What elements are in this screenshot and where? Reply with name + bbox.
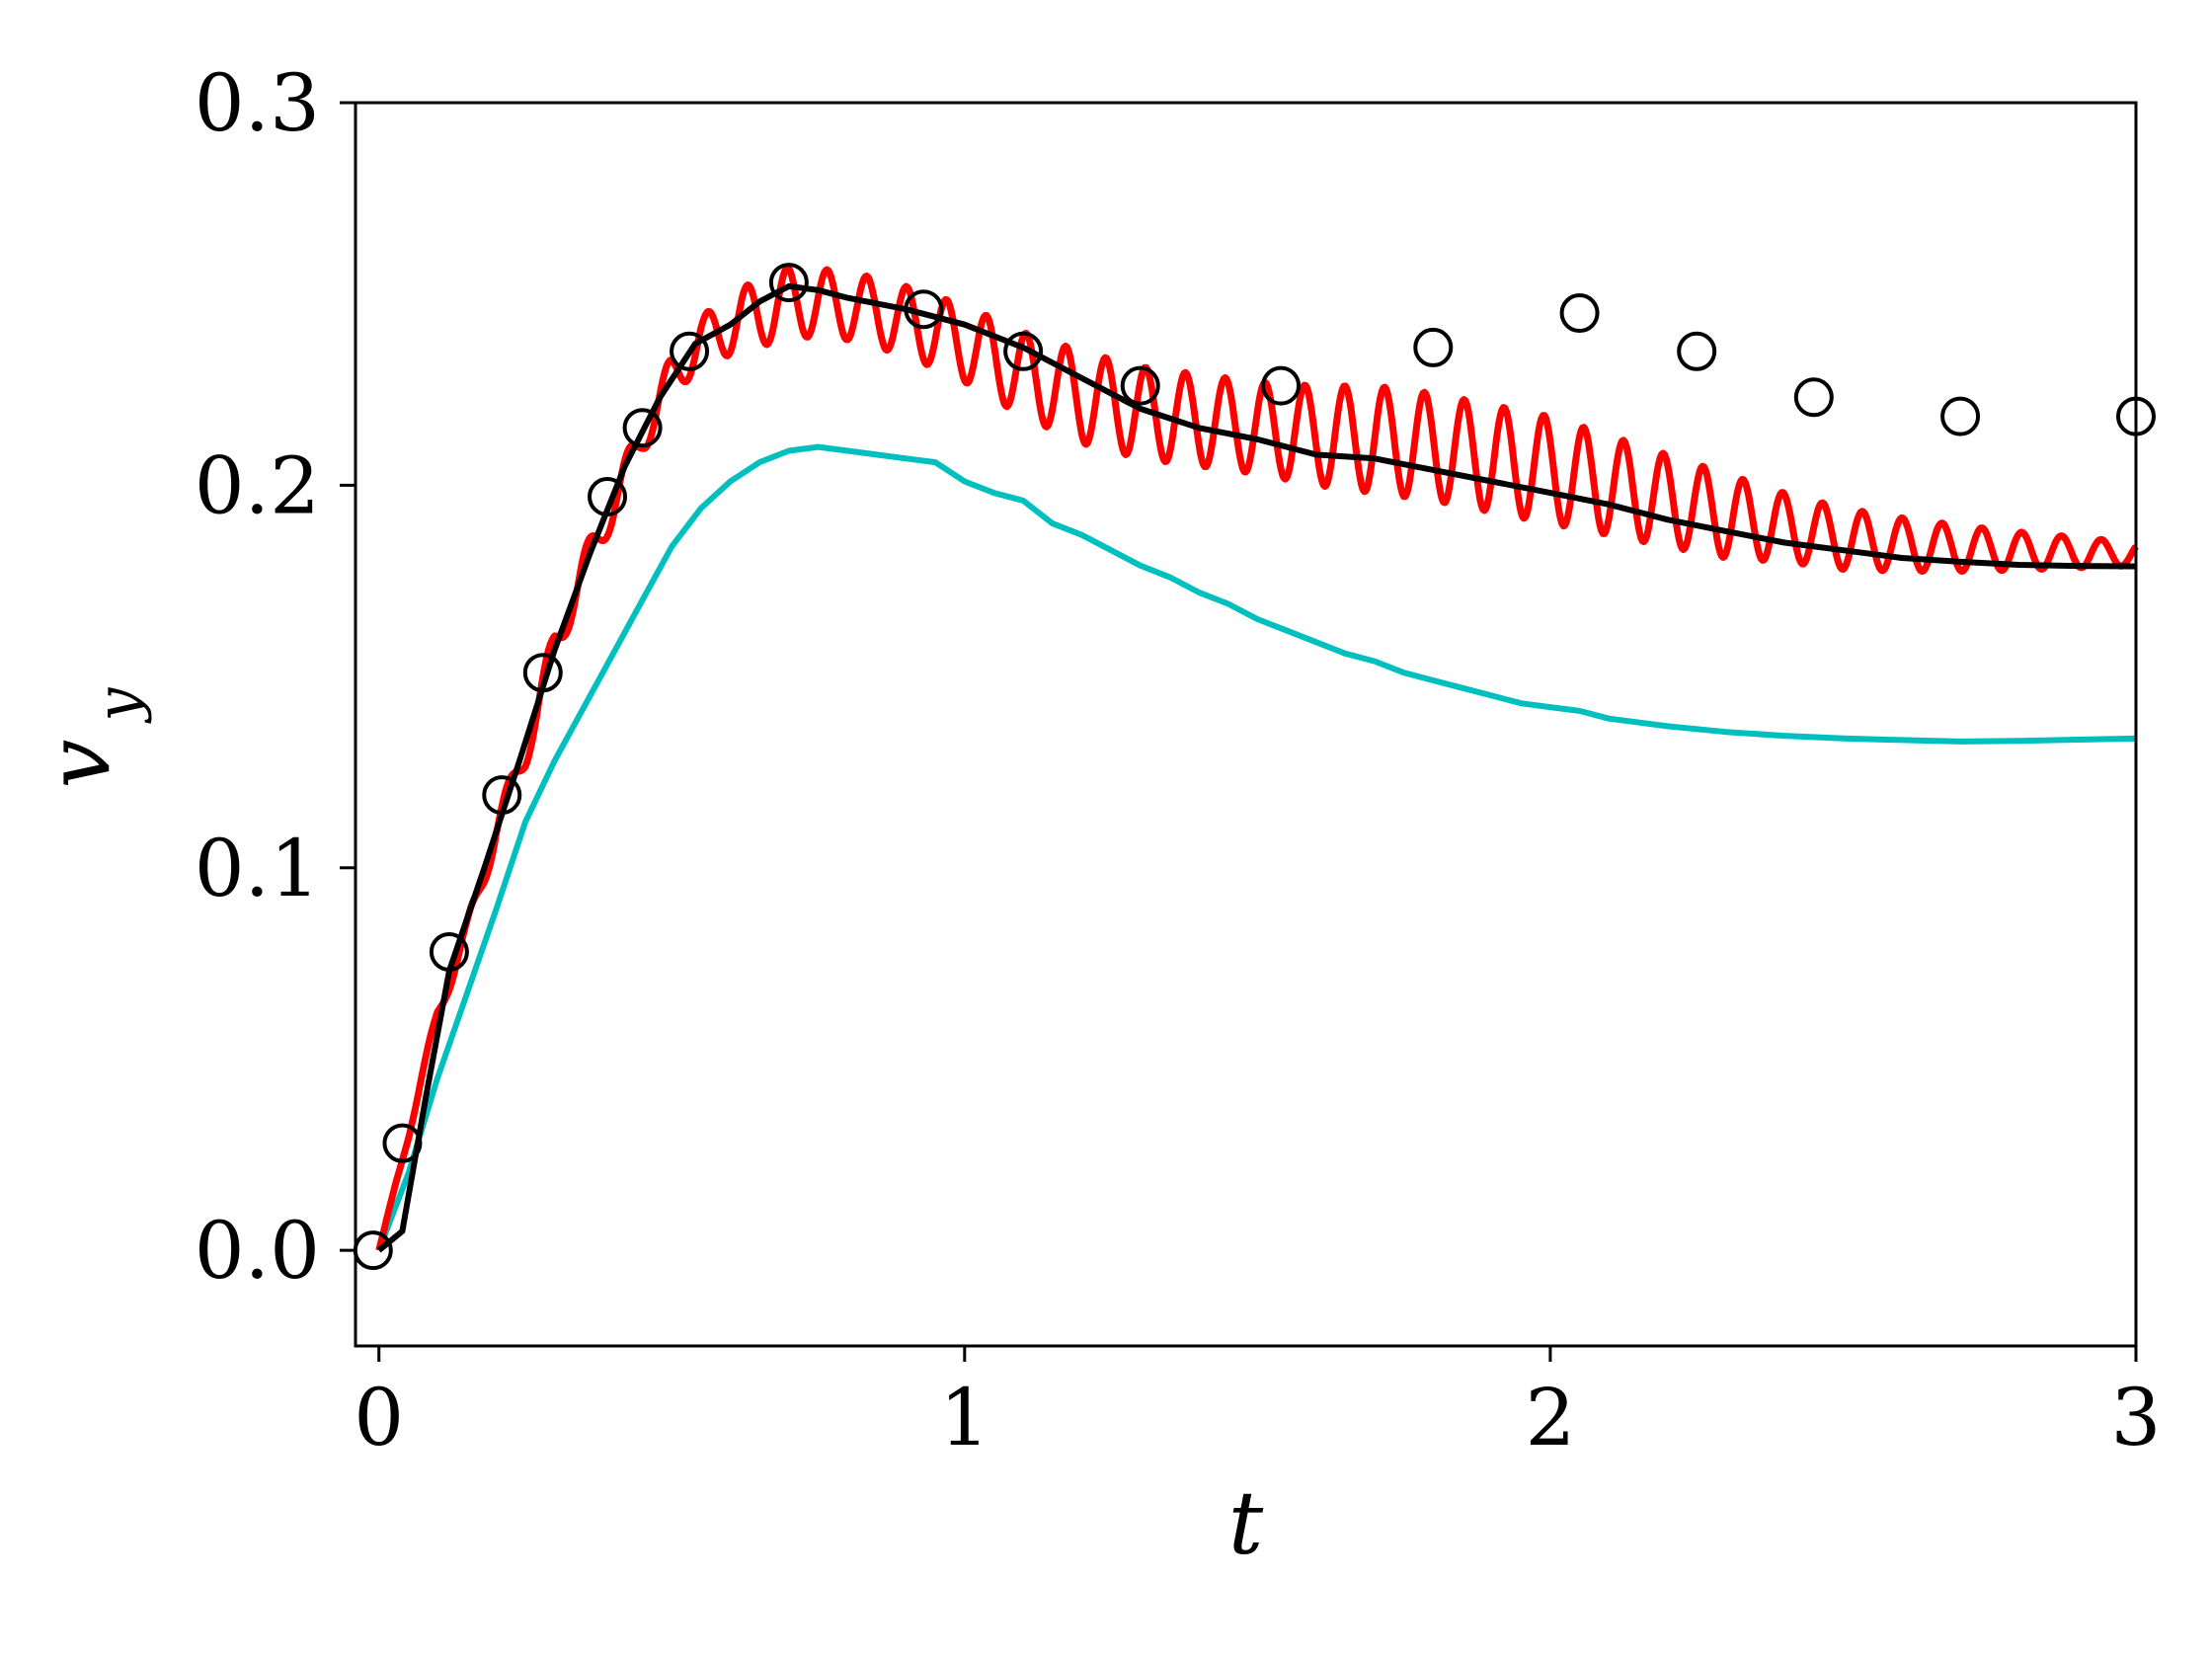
data-point <box>1677 331 1717 371</box>
y-tick-label: 0.3 <box>195 57 320 149</box>
data-point <box>1120 365 1160 406</box>
data-point <box>1940 396 1981 436</box>
y-tick-label: 0.2 <box>195 439 320 531</box>
data-point <box>482 775 522 816</box>
red-series-line <box>375 264 2139 1252</box>
ticks-layer: 0 1 2 3 0.0 0.1 0.2 0.3 <box>195 57 2162 1463</box>
y-tick-label: 0.0 <box>195 1205 320 1297</box>
cyan-series-line <box>375 443 2137 1252</box>
data-point <box>522 653 563 693</box>
x-tick-label: 3 <box>2111 1372 2162 1463</box>
data-point <box>1003 331 1044 371</box>
y-axis-label-subscript: y <box>84 686 153 724</box>
data-point <box>353 1230 393 1271</box>
data-point <box>1793 377 1834 418</box>
y-axis-label-main: v <box>28 740 129 789</box>
data-point <box>1413 327 1454 367</box>
data-point <box>429 931 469 972</box>
data-point <box>622 408 663 448</box>
data-point <box>1261 365 1302 406</box>
x-tick-label: 0 <box>354 1372 404 1463</box>
data-point <box>904 289 944 330</box>
black-series-line <box>376 282 2137 1253</box>
axes-frame <box>354 101 2138 1348</box>
data-point <box>1559 293 1600 334</box>
x-tick-label: 2 <box>1525 1372 1575 1463</box>
data-point <box>768 263 809 303</box>
data-point <box>670 331 710 371</box>
x-tick-label: 1 <box>939 1372 989 1463</box>
series-layer <box>353 263 2156 1271</box>
y-tick-label: 0.1 <box>195 823 320 914</box>
y-axis-label: v y <box>28 686 153 788</box>
data-point <box>588 477 628 517</box>
data-point <box>382 1123 423 1163</box>
x-axis-label: t <box>1228 1472 1264 1574</box>
circle-markers <box>353 263 2156 1271</box>
